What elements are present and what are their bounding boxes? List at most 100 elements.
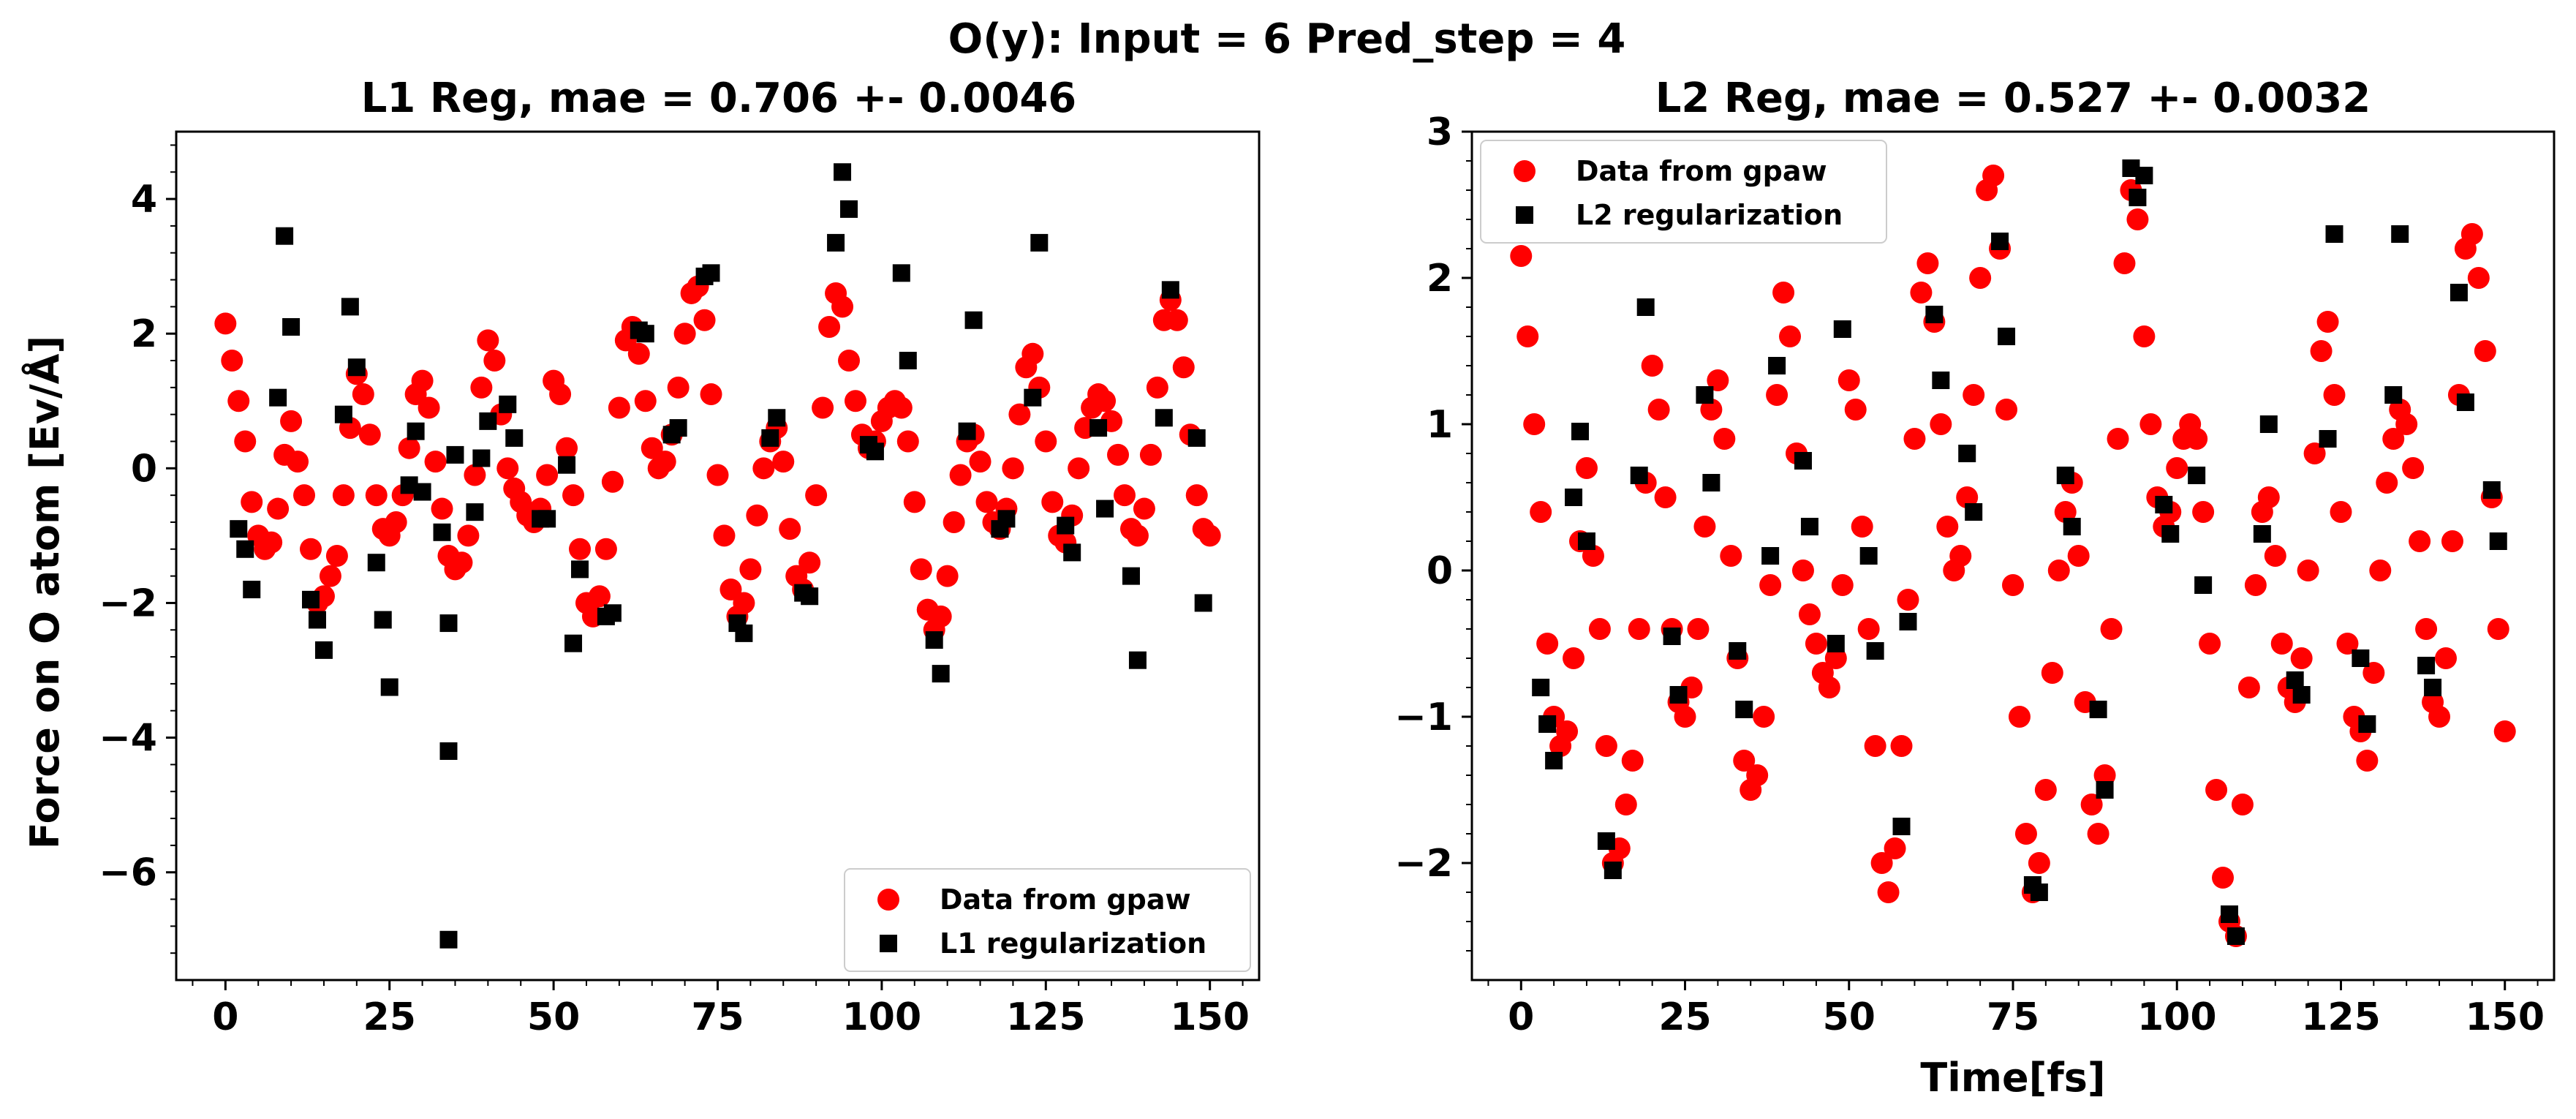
l2-series-1-point <box>2259 415 2278 433</box>
l1-series-1-point <box>433 523 451 541</box>
l1-series-0-point <box>300 538 322 560</box>
l2-series-0-point <box>2028 852 2050 874</box>
l2-series-0-point <box>2290 647 2313 669</box>
l2-xtick-label: 25 <box>1658 995 1711 1039</box>
l1-series-1-point <box>866 442 884 461</box>
l2-series-0-point <box>2270 633 2293 655</box>
l2-series-0-point <box>1857 618 1880 640</box>
l2-series-0-point <box>1798 603 1821 625</box>
l1-series-0-point <box>418 396 440 419</box>
l2-xtick-label: 0 <box>1508 995 1534 1039</box>
l1-series-1-point <box>801 587 819 606</box>
l1-series-0-point <box>457 524 480 547</box>
l1-series-1-point <box>669 419 687 437</box>
l2-series-0-point <box>1595 735 1617 757</box>
l2-series-1-point <box>1794 452 1812 470</box>
l2-series-1-point <box>2325 225 2343 243</box>
l1-series-0-point <box>280 410 303 432</box>
l2-series-0-point <box>2336 633 2359 655</box>
l2-series-1-point <box>1696 386 1714 404</box>
l2-series-0-point <box>1779 325 1802 347</box>
l2-series-0-point <box>1693 516 1716 538</box>
l1-series-0-point <box>411 369 434 392</box>
l1-xtick-label: 100 <box>842 995 922 1039</box>
l2-series-0-point <box>2395 413 2418 435</box>
l1-series-0-point <box>673 323 696 345</box>
l2-series-1-point <box>2384 386 2403 404</box>
l2-series-0-point <box>2244 574 2267 596</box>
l1-series-1-point <box>374 611 392 629</box>
l1-series-1-point <box>314 641 333 659</box>
l1-series-1-point <box>413 483 431 501</box>
l1-series-1-point <box>925 631 943 649</box>
figure-suptitle: O(y): Input = 6 Pred_step = 4 <box>948 15 1626 63</box>
l1-series-0-point <box>779 518 801 540</box>
l1-series-0-point <box>470 376 493 399</box>
l1-series-1-point <box>768 409 786 427</box>
l1-series-0-point <box>1133 497 1155 520</box>
l1-series-0-point <box>1126 524 1149 547</box>
l2-series-1-point <box>1866 642 1884 660</box>
l1-series-1-point <box>964 311 983 329</box>
l2-series-0-point <box>1884 837 1906 859</box>
l2-series-1-point <box>1532 679 1550 696</box>
l2-series-1-point <box>1892 818 1911 835</box>
l1-series-0-point <box>667 376 690 399</box>
l1-series-0-point <box>713 524 736 547</box>
l2-series-1-point <box>1702 474 1721 491</box>
l2-series-1-point <box>1729 642 1747 660</box>
l2-series-1-point <box>1768 357 1786 374</box>
l2-series-0-point <box>2409 530 2431 552</box>
l2-series-0-point <box>2067 545 2090 567</box>
l1-series-1-point <box>334 405 352 423</box>
l2-series-0-point <box>1536 633 1559 655</box>
l1-series-0-point <box>293 484 316 507</box>
l2-series-0-point <box>1628 618 1650 640</box>
l1-series-1-point <box>899 352 917 370</box>
l2-series-1-point <box>1827 635 1845 652</box>
l1-series-1-point <box>282 317 301 336</box>
l1-series-0-point <box>700 383 722 406</box>
l2-series-0-point <box>1588 618 1611 640</box>
subplot-l2-ticks: 0 25 50 75 100 125 150 −2 −1 0 1 2 3 <box>1394 110 2545 1039</box>
l1-series-0-point <box>910 558 932 581</box>
l1-series-0-point <box>752 457 775 480</box>
l2-series-1-point <box>2194 576 2213 594</box>
l1-series-0-point <box>798 551 821 574</box>
l1-series-1-point <box>439 930 458 949</box>
l2-series-0-point <box>1733 750 1756 772</box>
l1-series-1-point <box>446 445 464 464</box>
l2-series-0-point <box>2002 574 2024 596</box>
l2-series-0-point <box>2047 560 2070 581</box>
l2-series-0-point <box>1746 764 1769 786</box>
l1-series-1-point <box>347 358 366 377</box>
l2-series-0-point <box>1864 735 1886 757</box>
l1-series-0-point <box>477 329 499 352</box>
l2-series-0-point <box>1851 516 1873 538</box>
l1-series-0-point <box>1107 443 1130 466</box>
l2-series-0-point <box>1818 677 1840 698</box>
l1-series-0-point <box>654 451 676 473</box>
l1-series-0-point <box>975 491 998 513</box>
l1-series-0-point <box>1185 484 1208 507</box>
l1-series-1-point <box>269 388 287 407</box>
l1-series-0-point <box>1041 491 1064 513</box>
l1-series-1-point <box>472 449 491 467</box>
l1-series-1-point <box>834 163 852 181</box>
l2-series-0-point <box>2474 340 2496 362</box>
l2-series-0-point <box>1707 369 1729 391</box>
subplot-l2: L2 Reg, mae = 0.527 +- 0.0032 Time[fs] 0… <box>1394 75 2556 1101</box>
l1-series-0-point <box>496 457 519 480</box>
l1-series-0-point <box>739 558 762 581</box>
l2-series-0-point <box>2100 618 2123 640</box>
l2-series-0-point <box>2441 530 2463 552</box>
l1-xtick-label: 0 <box>212 995 238 1039</box>
l2-series-0-point <box>2133 325 2156 347</box>
l1-series-1-point <box>243 581 261 599</box>
l2-series-0-point <box>2192 501 2215 523</box>
l2-series-0-point <box>2323 384 2346 406</box>
l2-ytick-label: 3 <box>1427 110 1453 154</box>
l2-series-0-point <box>1870 852 1893 874</box>
l1-series-1-point <box>1128 651 1147 669</box>
l2-series-1-point <box>1761 547 1780 565</box>
